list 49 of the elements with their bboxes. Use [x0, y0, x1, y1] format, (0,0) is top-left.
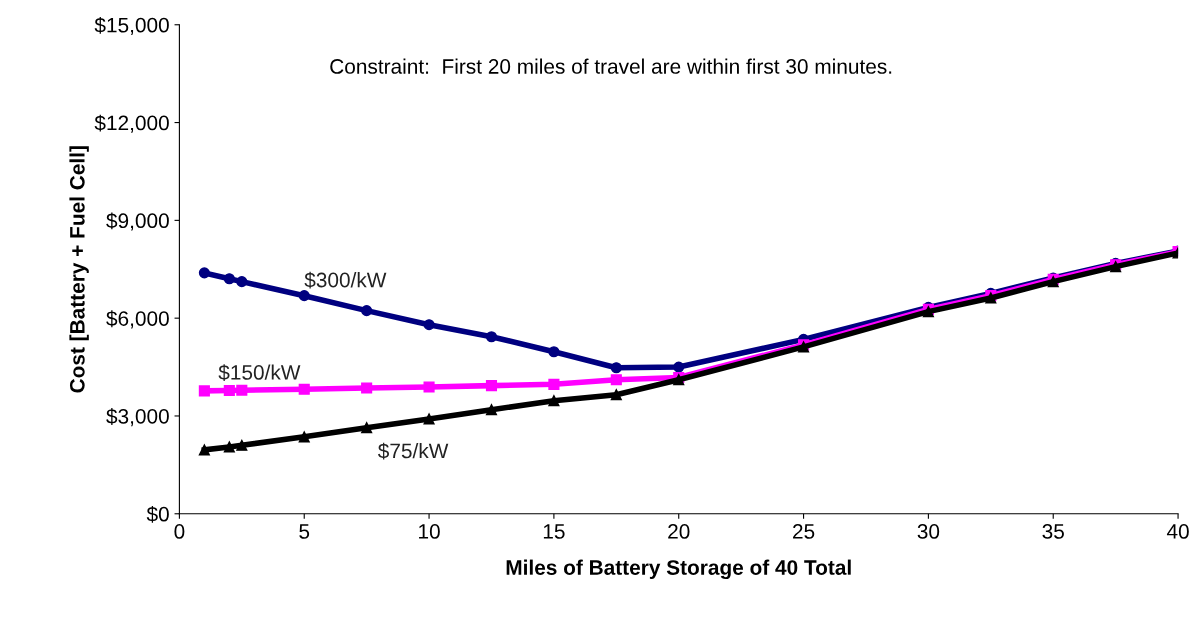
- y-axis-title: Cost [Battery + Fuel Cell]: [69, 146, 89, 393]
- point: [223, 441, 235, 453]
- y-tick-label: $15,000: [94, 16, 169, 35]
- point: [223, 273, 235, 285]
- y-tick-label: $12,000: [94, 114, 169, 133]
- point: [198, 385, 210, 397]
- annotation: Constraint: First 20 miles of travel are within first 30 minutes.: [330, 58, 892, 74]
- point: [548, 346, 560, 358]
- point: [485, 331, 498, 343]
- point: [298, 383, 310, 395]
- series-label: $300/kW: [304, 271, 387, 289]
- point: [298, 431, 310, 443]
- x-axis-title: Miles of Battery Storage of 40 Total: [506, 559, 851, 580]
- x-tick-label: 20: [668, 524, 690, 539]
- point: [298, 290, 310, 302]
- point: [485, 404, 498, 416]
- point: [223, 384, 235, 397]
- x-tick-label: 35: [1042, 524, 1064, 539]
- x-tick-label: 15: [543, 524, 565, 539]
- point: [236, 384, 248, 396]
- y-tick-label: $3,000: [106, 408, 169, 427]
- point: [198, 267, 210, 279]
- point: [610, 362, 622, 374]
- x-tick-label: 30: [917, 524, 940, 539]
- point: [236, 439, 248, 451]
- point: [361, 382, 373, 394]
- point: [610, 374, 622, 386]
- x-tick-label: 40: [1166, 524, 1189, 539]
- series-label: $150/kW: [218, 364, 301, 382]
- series-label: $75/kW: [377, 442, 449, 460]
- point: [236, 276, 248, 288]
- x-tick-label: 25: [793, 524, 815, 539]
- point: [361, 422, 373, 434]
- point: [423, 381, 435, 393]
- point: [548, 395, 560, 407]
- point: [485, 380, 498, 392]
- y-tick-label: $9,000: [106, 212, 169, 231]
- point: [361, 305, 373, 317]
- point: [423, 319, 435, 331]
- y-tick-label: $0: [146, 505, 169, 523]
- point: [610, 389, 622, 401]
- x-tick-label: 10: [419, 524, 440, 539]
- x-tick-label: 0: [174, 524, 185, 539]
- point: [673, 361, 685, 373]
- point: [548, 378, 560, 390]
- point: [423, 413, 435, 425]
- point: [198, 444, 210, 456]
- x-tick-label: 5: [299, 524, 310, 539]
- y-tick-label: $6,000: [106, 310, 169, 329]
